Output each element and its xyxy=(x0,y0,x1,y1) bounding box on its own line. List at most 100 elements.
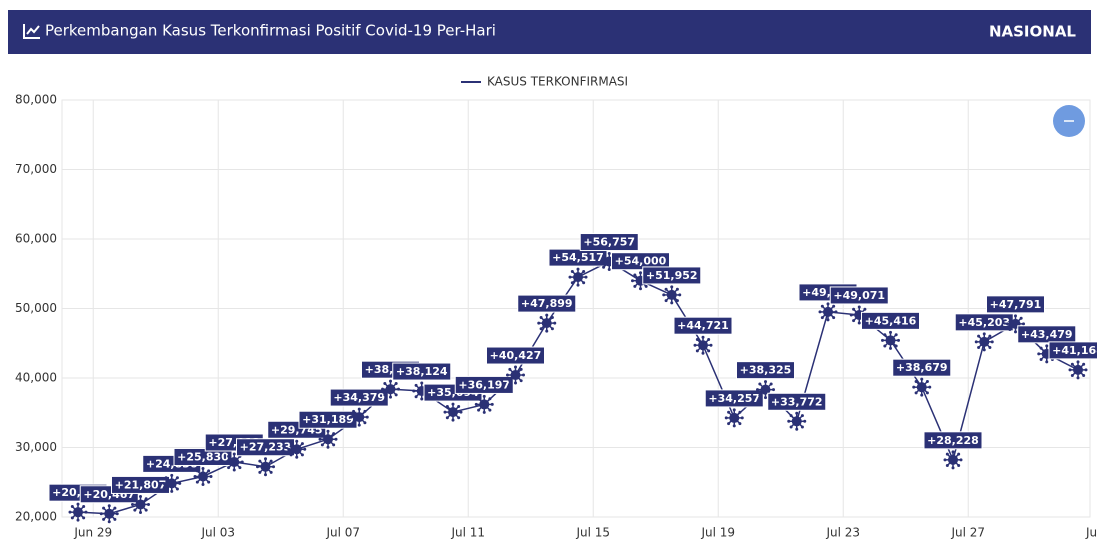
marker-body xyxy=(916,382,927,393)
marker-tip xyxy=(545,329,549,333)
marker-tip xyxy=(633,284,637,288)
marker-tip xyxy=(863,307,867,311)
marker-tip xyxy=(738,410,742,414)
marker-tip xyxy=(693,343,697,347)
data-label: +34,257 xyxy=(708,392,760,405)
marker-tip xyxy=(787,419,791,423)
data-label: +49,071 xyxy=(833,289,885,302)
marker-tip xyxy=(232,468,236,472)
data-label: +40,427 xyxy=(490,349,542,362)
data-label-box xyxy=(454,375,514,394)
x-tick-label: Jul xyxy=(1085,526,1097,540)
marker-tip xyxy=(897,338,900,342)
y-tick-label: 40,000 xyxy=(15,371,57,385)
marker-body xyxy=(104,508,115,519)
marker-body xyxy=(541,318,552,329)
data-label-box xyxy=(736,361,795,380)
marker-tip xyxy=(201,482,205,486)
marker-tip xyxy=(451,402,455,406)
marker-body xyxy=(698,340,708,351)
marker-tip xyxy=(675,287,679,291)
marker-tip xyxy=(1019,316,1023,320)
data-label-box xyxy=(829,286,889,305)
marker-tip xyxy=(363,409,367,413)
marker-tip xyxy=(550,315,554,319)
data-label: +47,899 xyxy=(521,297,573,310)
marker-tip xyxy=(477,408,481,412)
marker-tip xyxy=(1045,344,1049,348)
marker-tip xyxy=(1008,316,1012,320)
x-tick-label: Jul 23 xyxy=(825,526,860,540)
marker-tip xyxy=(258,470,262,474)
marker-tip xyxy=(826,302,830,306)
marker-tip xyxy=(102,506,106,510)
marker-tip xyxy=(522,373,525,377)
marker-tip xyxy=(175,487,179,491)
marker-tip xyxy=(490,402,494,406)
marker-tip xyxy=(1039,346,1043,350)
marker-tip xyxy=(982,348,986,352)
marker-tip xyxy=(420,397,424,401)
marker-tip xyxy=(568,275,572,279)
marker-tip xyxy=(459,410,463,414)
marker-body xyxy=(166,478,177,489)
marker-body xyxy=(1073,364,1083,375)
data-label-box xyxy=(704,389,764,408)
marker-tip xyxy=(300,453,304,457)
marker-tip xyxy=(582,269,586,273)
marker-tip xyxy=(732,408,736,412)
marker-tip xyxy=(570,281,574,285)
marker-tip xyxy=(414,383,418,387)
marker-tip xyxy=(631,279,634,283)
marker-tip xyxy=(394,393,398,397)
marker-tip xyxy=(207,469,211,473)
marker-body xyxy=(823,306,833,317)
marker-tip xyxy=(99,512,103,516)
collapse-button[interactable] xyxy=(1053,105,1085,137)
x-tick-label: Jul 11 xyxy=(450,526,485,540)
marker-tip xyxy=(920,393,924,397)
marker-tip xyxy=(738,422,742,426)
marker-tip xyxy=(990,340,994,344)
marker-tip xyxy=(951,466,955,470)
marker-tip xyxy=(300,442,304,446)
marker-body xyxy=(479,399,490,410)
data-label: +47,791 xyxy=(990,298,1042,311)
y-tick-label: 50,000 xyxy=(15,301,57,315)
marker-tip xyxy=(758,382,762,386)
marker-tip xyxy=(881,338,884,342)
virus-marker xyxy=(1068,360,1088,380)
virus-marker xyxy=(162,473,182,493)
marker-tip xyxy=(133,497,137,501)
marker-tip xyxy=(269,459,273,463)
marker-tip xyxy=(818,310,822,314)
marker-body xyxy=(229,457,240,468)
header-scope: NASIONAL xyxy=(989,23,1076,41)
marker-tip xyxy=(295,439,299,443)
marker-tip xyxy=(264,457,267,461)
marker-tip xyxy=(1070,362,1074,366)
marker-tip xyxy=(76,502,80,506)
marker-tip xyxy=(514,365,517,369)
marker-tip xyxy=(258,459,262,463)
marker-tip xyxy=(889,330,892,334)
marker-tip xyxy=(707,338,711,342)
marker-tip xyxy=(1076,360,1080,364)
data-label-box xyxy=(767,392,827,411)
marker-tip xyxy=(664,299,668,303)
marker-body xyxy=(948,454,958,465)
data-label-box xyxy=(673,316,733,335)
marker-tip xyxy=(115,512,119,516)
marker-tip xyxy=(68,510,72,514)
marker-tip xyxy=(357,407,361,411)
y-tick-label: 70,000 xyxy=(15,162,57,176)
marker-body xyxy=(73,507,83,518)
data-label: +44,721 xyxy=(677,319,729,332)
marker-tip xyxy=(383,393,387,397)
data-label-box xyxy=(1017,325,1077,344)
marker-tip xyxy=(914,380,918,384)
data-label: +54,000 xyxy=(615,255,667,268)
marker-tip xyxy=(1070,374,1074,378)
marker-tip xyxy=(363,421,367,425)
